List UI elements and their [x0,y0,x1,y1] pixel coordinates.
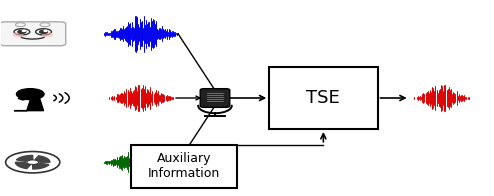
Circle shape [18,30,26,33]
Polygon shape [18,98,32,100]
Circle shape [13,33,23,37]
Polygon shape [15,162,30,169]
Circle shape [42,33,52,37]
Circle shape [44,30,47,31]
Polygon shape [35,156,50,162]
Circle shape [16,89,44,100]
Polygon shape [14,98,43,111]
Bar [269,67,377,129]
Text: TSE: TSE [306,89,340,107]
Bar [131,145,237,188]
Polygon shape [33,163,49,169]
Text: Auxiliary
Information: Auxiliary Information [148,152,220,180]
Circle shape [5,152,60,173]
Circle shape [40,23,50,27]
Circle shape [15,23,25,27]
FancyBboxPatch shape [200,89,230,107]
Circle shape [27,160,39,165]
FancyBboxPatch shape [0,22,66,46]
Circle shape [14,29,30,35]
Circle shape [22,30,25,31]
Polygon shape [16,155,33,161]
Circle shape [36,29,51,35]
Circle shape [40,30,47,33]
